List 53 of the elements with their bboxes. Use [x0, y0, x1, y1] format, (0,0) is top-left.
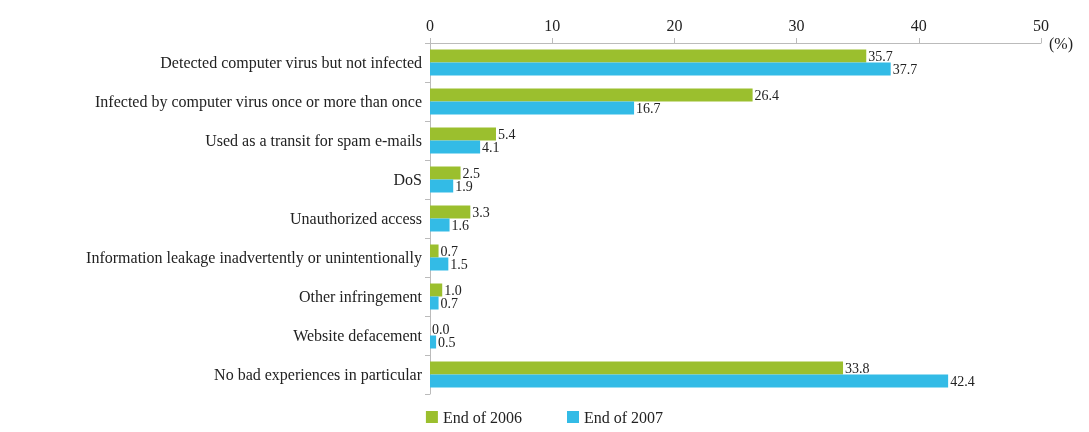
- bar: [430, 374, 949, 388]
- data-label: 0.5: [438, 334, 456, 350]
- bar: [430, 205, 471, 219]
- data-label: 0.7: [440, 295, 459, 311]
- y-tick-label: Infected by computer virus once or more than once: [95, 93, 422, 111]
- x-tick-label: 50: [1033, 16, 1049, 34]
- data-label: 0.7: [440, 243, 459, 259]
- y-tick-label: Other infringement: [298, 288, 423, 306]
- data-label: 35.7: [868, 48, 893, 64]
- bar: [430, 335, 437, 349]
- bar: [430, 62, 891, 76]
- data-label: 33.8: [845, 360, 870, 376]
- data-label: 5.4: [497, 126, 516, 142]
- x-tick-label: 30: [788, 16, 805, 34]
- data-label: 4.1: [482, 139, 500, 155]
- bar: [430, 88, 753, 102]
- y-tick-label: Detected computer virus but not infected: [160, 54, 422, 72]
- data-label: 2.5: [462, 165, 481, 181]
- bar: [430, 140, 481, 154]
- bar: [430, 283, 443, 297]
- bar: [430, 101, 635, 115]
- data-label: 16.7: [636, 100, 661, 116]
- bar: [430, 257, 449, 271]
- x-tick-label: 20: [666, 16, 683, 34]
- bar: [430, 244, 439, 258]
- y-tick-label: Unauthorized access: [290, 210, 422, 227]
- y-tick-label: Information leakage inadvertently or unintentionally: [86, 249, 422, 267]
- data-label: 37.7: [892, 61, 918, 77]
- data-label: 1.6: [451, 217, 470, 233]
- data-label: 42.4: [950, 373, 975, 389]
- data-label: 26.4: [754, 87, 780, 103]
- x-tick-label: 0: [426, 16, 434, 34]
- y-tick-label: No bad experiences in particular: [214, 366, 423, 384]
- bar: [430, 166, 461, 180]
- y-tick-label: Used as a transit for spam e-mails: [205, 132, 422, 150]
- bar: [430, 49, 867, 63]
- data-label: 3.3: [472, 204, 490, 220]
- data-label: 0.0: [432, 321, 450, 337]
- legend-label: End of 2007: [584, 408, 664, 426]
- bar: [430, 218, 450, 232]
- bar: [430, 296, 439, 310]
- bar: [430, 127, 496, 141]
- y-tick-label: DoS: [393, 171, 422, 188]
- data-label: 1.5: [450, 256, 468, 272]
- bar: [430, 179, 454, 193]
- bar: [430, 361, 844, 375]
- x-tick-label: 40: [910, 16, 927, 34]
- x-tick-label: 10: [544, 16, 561, 34]
- y-tick-label: Website defacement: [293, 327, 423, 344]
- x-axis-title: (%): [1049, 34, 1073, 53]
- data-label: 1.9: [455, 178, 473, 194]
- data-label: 1.0: [444, 282, 462, 298]
- legend-label: End of 2006: [442, 408, 523, 426]
